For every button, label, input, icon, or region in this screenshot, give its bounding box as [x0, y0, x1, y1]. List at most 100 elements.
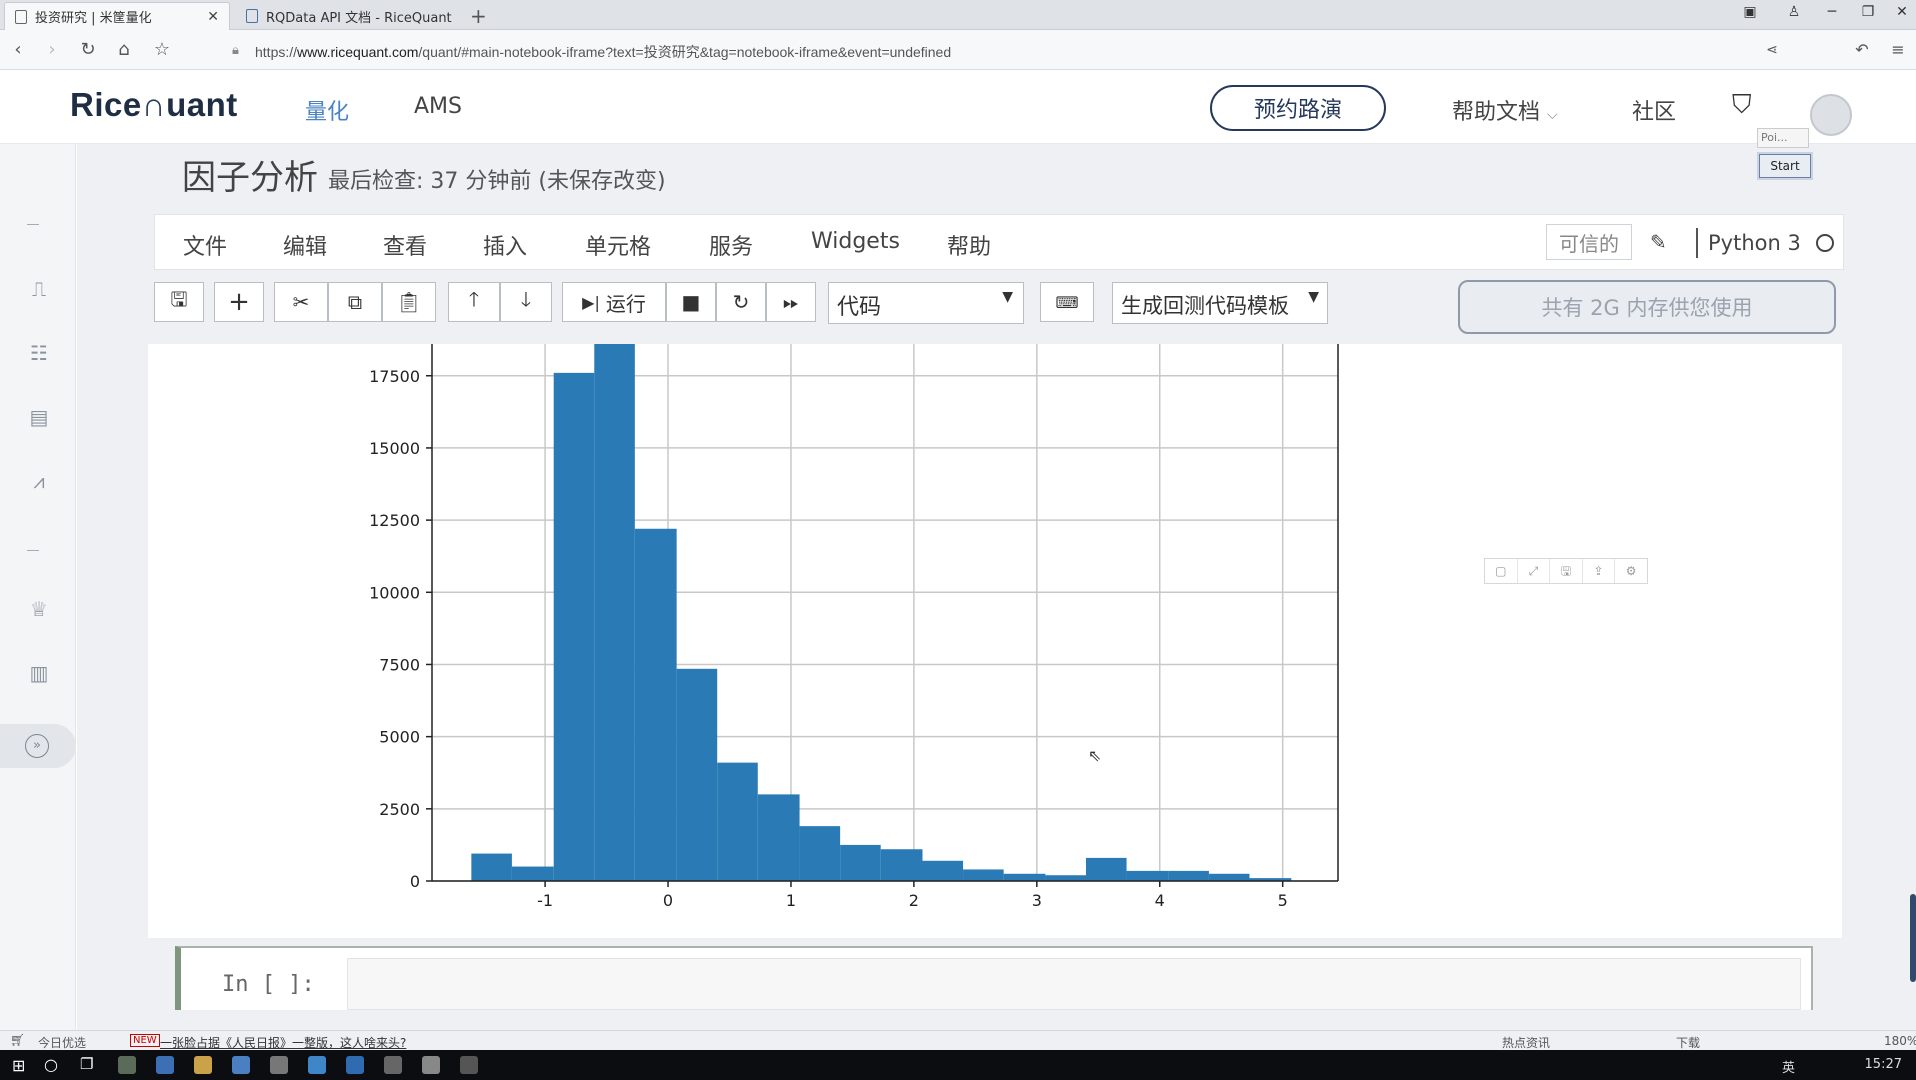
undo-icon[interactable]: ↶	[1855, 40, 1869, 59]
app-icon[interactable]	[384, 1056, 402, 1074]
minimize-icon[interactable]: ─	[1827, 4, 1837, 20]
file-explorer-icon[interactable]	[156, 1056, 174, 1074]
nav-help-docs[interactable]: 帮助文档 ⌵	[1452, 94, 1558, 126]
bookmark-star-icon[interactable]: ☆	[153, 39, 171, 60]
zoom-level[interactable]: 180%	[1884, 1034, 1916, 1048]
tab-count-icon[interactable]: ▣	[1743, 4, 1757, 20]
app-icon[interactable]	[346, 1056, 364, 1074]
sidebar-expand-button[interactable]: »	[0, 724, 76, 768]
save-figure-icon[interactable]: 🖫︎	[1550, 559, 1583, 583]
interrupt-button[interactable]: ■	[666, 282, 716, 322]
cell-type-select[interactable]: 代码 ▼	[828, 282, 1024, 324]
menu-icon[interactable]: ≡	[1891, 40, 1905, 59]
ime-indicator[interactable]: 英	[1782, 1061, 1796, 1076]
settings-gear-icon[interactable]: ⚙	[1625, 564, 1637, 578]
task-view-icon[interactable]: ❐	[80, 1055, 94, 1073]
backtest-template-select[interactable]: 生成回测代码模板 ▼	[1112, 282, 1328, 324]
today-picks-label[interactable]: 今日优选	[38, 1036, 87, 1050]
trusted-badge[interactable]: 可信的	[1546, 224, 1632, 260]
shirt-icon[interactable]: ♙	[1787, 4, 1801, 20]
restore-icon[interactable]: ❐	[1861, 4, 1875, 20]
start-button[interactable]: Start	[1759, 154, 1811, 178]
histogram-bar	[963, 869, 1004, 881]
run-button[interactable]: ▶| 运行	[562, 282, 666, 322]
fullscreen-icon[interactable]: ⤢	[1518, 559, 1551, 583]
close-icon[interactable]: ✕	[207, 8, 219, 25]
y-tick-label: 15000	[369, 439, 420, 458]
histogram-bar	[880, 849, 923, 881]
app-icon[interactable]	[460, 1056, 478, 1074]
menu-help[interactable]: 帮助	[947, 235, 992, 260]
menu-insert[interactable]: 插入	[483, 235, 528, 260]
download-label[interactable]: 下载	[1676, 1036, 1701, 1050]
list-icon[interactable]: ☷	[30, 341, 48, 365]
poi-field[interactable]: Poi...	[1757, 128, 1809, 148]
app-icon[interactable]	[118, 1056, 136, 1074]
app-icon[interactable]	[194, 1056, 212, 1074]
nav-quant[interactable]: 量化	[305, 100, 350, 125]
histogram-bar	[717, 762, 758, 881]
kernel-name: Python 3	[1696, 228, 1801, 258]
notebook-title[interactable]: 因子分析	[182, 158, 318, 198]
url-field[interactable]: https://www.ricequant.com/quant/#main-no…	[255, 42, 951, 62]
close-window-icon[interactable]: ✕	[1896, 4, 1908, 20]
app-icon[interactable]	[422, 1056, 440, 1074]
page-icon	[15, 9, 27, 24]
command-palette-button[interactable]: ⌨	[1040, 282, 1094, 322]
avatar[interactable]	[1810, 94, 1852, 136]
search-icon[interactable]: ○	[44, 1055, 58, 1074]
zoom-box-icon[interactable]: ▢	[1485, 559, 1518, 583]
windows-start-icon[interactable]: ⊞	[12, 1056, 26, 1075]
run-all-button[interactable]: ⏩︎	[766, 282, 816, 322]
book-demo-button[interactable]: 预约路演	[1210, 85, 1386, 131]
share-icon[interactable]: ⋖	[1766, 42, 1778, 58]
url-prefix: https://	[255, 44, 298, 60]
menu-cell[interactable]: 单元格	[585, 235, 652, 260]
paste-button[interactable]: 📋︎	[382, 282, 436, 322]
trophy-icon[interactable]: ♕	[30, 597, 48, 621]
app-icon[interactable]	[270, 1056, 288, 1074]
share-icon[interactable]: ⇪	[1583, 559, 1616, 583]
ricequant-logo[interactable]: Rice∩uant	[70, 86, 238, 124]
cut-button[interactable]: ✂	[274, 282, 328, 322]
home-icon[interactable]: ⌂	[118, 39, 130, 60]
chart-line-icon[interactable]: ⩘	[33, 469, 45, 493]
hot-news-label[interactable]: 热点资讯	[1502, 1036, 1551, 1050]
monitor-icon[interactable]: ⎍	[32, 277, 46, 301]
y-tick-label: 17500	[369, 367, 420, 386]
back-icon[interactable]: ‹	[14, 39, 22, 60]
copy-button[interactable]: ⧉	[328, 282, 382, 322]
notebook-icon[interactable]: ▤	[29, 405, 49, 429]
forward-icon[interactable]: ›	[48, 39, 56, 60]
nav-ams[interactable]: AMS	[414, 94, 462, 119]
move-down-button[interactable]: 🡓	[500, 282, 552, 322]
menu-view[interactable]: 查看	[383, 235, 428, 260]
insert-cell-button[interactable]: +	[214, 282, 264, 322]
address-bar: ‹ › ↻ ⌂ ☆ 🔒︎ https://www.ricequant.com/q…	[0, 30, 1916, 70]
help-docs-label: 帮助文档	[1452, 100, 1541, 125]
move-up-button[interactable]: 🡑	[448, 282, 500, 322]
menu-edit[interactable]: 编辑	[283, 235, 328, 260]
restart-button[interactable]: ↻	[716, 282, 766, 322]
scrollbar-thumb[interactable]	[1910, 894, 1916, 982]
browser-app-icon[interactable]	[308, 1056, 326, 1074]
app-icon[interactable]	[232, 1056, 250, 1074]
tab-rqdata-docs[interactable]: RQData API 文档 - RiceQuant	[236, 2, 462, 30]
dropdown-arrow-icon: ▼	[1308, 289, 1319, 305]
tab-investment-research[interactable]: 投资研究 | 米筐量化 ✕	[4, 2, 230, 30]
menu-widgets[interactable]: Widgets	[811, 229, 900, 254]
news-headline-link[interactable]: 一张脸占据《人民日报》一整版，这人啥来头?	[160, 1036, 407, 1050]
nav-community[interactable]: 社区	[1632, 100, 1677, 125]
browser-tab-bar: 投资研究 | 米筐量化 ✕ RQData API 文档 - RiceQuant …	[0, 0, 1916, 30]
taskbar-clock[interactable]: 15:27	[1864, 1057, 1902, 1072]
reload-icon[interactable]: ↻	[80, 39, 96, 60]
shirt-icon[interactable]: ⛉	[1732, 90, 1752, 120]
pencil-icon[interactable]: ✎	[1650, 230, 1667, 254]
building-icon[interactable]: ▥	[29, 661, 49, 685]
code-editor[interactable]	[347, 958, 1801, 1010]
menu-file[interactable]: 文件	[183, 235, 228, 260]
menu-kernel[interactable]: 服务	[709, 235, 754, 260]
save-button[interactable]: 🖫︎	[154, 282, 204, 322]
save-icon: 🖫︎	[170, 287, 188, 311]
new-tab-icon[interactable]: +	[470, 4, 487, 28]
